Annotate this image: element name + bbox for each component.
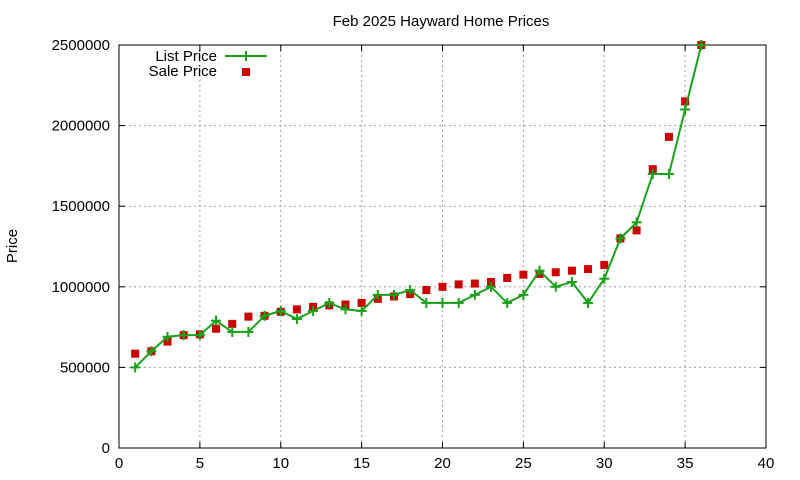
y-tick-label: 1500000 bbox=[52, 198, 110, 215]
list-price-point bbox=[340, 304, 351, 315]
list-price-point bbox=[599, 273, 610, 284]
list-price-point bbox=[518, 289, 529, 300]
sale-price-point bbox=[422, 286, 431, 295]
list-price-point bbox=[631, 217, 642, 228]
sale-price-point bbox=[681, 97, 690, 106]
list-price-point bbox=[291, 314, 302, 325]
list-price-point bbox=[356, 305, 367, 316]
list-price-point bbox=[324, 297, 335, 308]
sale-price-point bbox=[454, 280, 463, 289]
x-tick-label: 20 bbox=[434, 455, 451, 472]
list-price-point bbox=[243, 326, 254, 337]
list-price-point bbox=[437, 297, 448, 308]
y-axis-label: Price bbox=[4, 229, 21, 263]
list-price-point bbox=[308, 305, 319, 316]
x-tick-label: 25 bbox=[515, 455, 532, 472]
x-tick-label: 0 bbox=[115, 455, 123, 472]
y-tick-label: 1000000 bbox=[52, 279, 110, 296]
list-price-point bbox=[663, 168, 674, 179]
list-price-point bbox=[275, 305, 286, 316]
list-price-point bbox=[469, 289, 480, 300]
x-tick-label: 40 bbox=[758, 455, 775, 472]
list-price-point bbox=[502, 297, 513, 308]
list-price-point bbox=[372, 289, 383, 300]
list-price-point bbox=[259, 310, 270, 321]
list-price-point bbox=[130, 362, 141, 373]
y-tick-label: 2500000 bbox=[52, 37, 110, 54]
sale-price-point bbox=[228, 319, 237, 328]
y-tick-label: 0 bbox=[102, 440, 110, 457]
list-price-point bbox=[405, 285, 416, 296]
list-price-point bbox=[453, 297, 464, 308]
sale-price-point bbox=[551, 268, 560, 277]
list-price-point bbox=[583, 297, 594, 308]
legend-label-sale-price: Sale Price bbox=[149, 63, 217, 80]
sale-price-point bbox=[503, 273, 512, 282]
y-tick-label: 2000000 bbox=[52, 118, 110, 135]
x-tick-label: 5 bbox=[196, 455, 204, 472]
list-price-point bbox=[146, 346, 157, 357]
sale-price-point bbox=[519, 270, 528, 279]
sale-price-point bbox=[357, 298, 366, 307]
series-layer bbox=[130, 40, 707, 373]
sale-price-point bbox=[632, 226, 641, 235]
list-price-point bbox=[486, 281, 497, 292]
list-price-point bbox=[615, 233, 626, 244]
legend-sale-price-marker bbox=[242, 68, 250, 76]
x-tick-label: 15 bbox=[353, 455, 370, 472]
list-price-point bbox=[421, 297, 432, 308]
grid-lines bbox=[119, 45, 766, 448]
sale-price-point bbox=[567, 266, 576, 275]
list-price-point bbox=[194, 330, 205, 341]
list-price-point bbox=[211, 315, 222, 326]
sale-price-point bbox=[244, 312, 253, 321]
sale-price-point bbox=[438, 282, 447, 291]
plot-frame bbox=[118, 44, 767, 449]
x-tick-label: 30 bbox=[596, 455, 613, 472]
sale-price-point bbox=[131, 349, 140, 358]
list-price-point bbox=[566, 276, 577, 287]
list-price-point bbox=[550, 281, 561, 292]
list-price-point bbox=[534, 265, 545, 276]
list-price-point bbox=[227, 326, 238, 337]
y-tick-label: 500000 bbox=[60, 359, 110, 376]
sale-price-point bbox=[212, 324, 221, 333]
list-price-point bbox=[696, 40, 707, 50]
legend-label-list-price: List Price bbox=[155, 48, 217, 65]
list-price-line bbox=[134, 44, 703, 369]
sale-price-point bbox=[600, 261, 609, 270]
sale-price-point bbox=[470, 279, 479, 288]
chart-title: Feb 2025 Hayward Home Prices bbox=[333, 13, 550, 30]
list-price-point bbox=[388, 289, 399, 300]
sale-price-point bbox=[292, 305, 301, 314]
list-price-point bbox=[647, 168, 658, 179]
x-tick-label: 35 bbox=[677, 455, 694, 472]
x-tick-label: 10 bbox=[272, 455, 289, 472]
axis-ticks: 0 5 10 15 20 25 30 35 40 0 500000 1000000 1500000 200… bbox=[52, 37, 775, 472]
list-price-point bbox=[162, 331, 173, 342]
sale-price-point bbox=[664, 132, 673, 141]
list-price-point bbox=[680, 104, 691, 115]
list-price-point bbox=[178, 330, 189, 341]
sale-price-point bbox=[584, 265, 593, 274]
